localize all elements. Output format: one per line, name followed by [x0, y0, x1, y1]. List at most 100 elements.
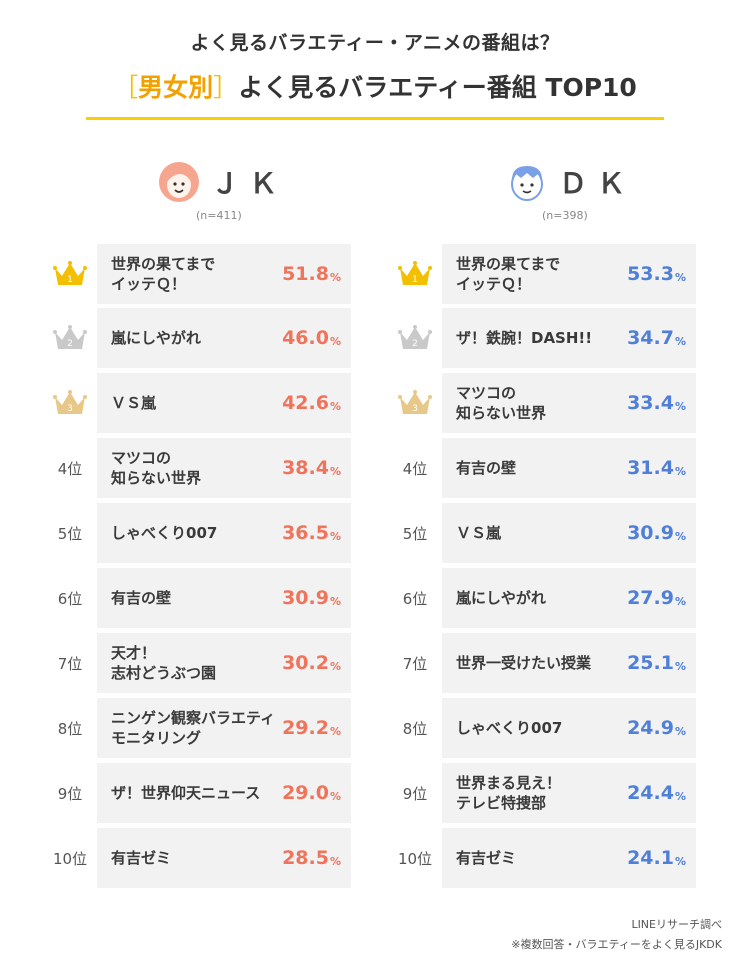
svg-text:1: 1 — [67, 275, 73, 285]
percent-unit: % — [329, 270, 341, 284]
jk-ranking-row: 世界の果てまで イッテＱ！ 51.8% — [97, 244, 351, 304]
percent-number: 29.0 — [282, 782, 329, 804]
percent-value: 24.1% — [627, 828, 686, 888]
percent-number: 30.9 — [627, 522, 674, 544]
jk-rank-3-crown-icon: 3 — [53, 389, 87, 417]
percent-value: 30.2% — [282, 633, 341, 693]
percent-unit: % — [674, 334, 686, 348]
dk-ranking-row: ＶＳ嵐 30.9% — [442, 503, 696, 563]
program-name: 嵐にしやがれ — [456, 588, 546, 607]
percent-unit: % — [674, 724, 686, 738]
program-name: ザ！鉄腕！DASH!! — [456, 328, 593, 347]
dk-rank-label: 10位 — [397, 850, 433, 868]
program-name: 有吉の壁 — [111, 588, 172, 607]
percent-unit: % — [674, 594, 686, 608]
dk-ranking-row: 有吉ゼミ 24.1% — [442, 828, 696, 888]
jk-rank-label: 7位 — [57, 655, 83, 673]
percent-number: 34.7 — [627, 327, 674, 349]
dk-ranking-row: 世界の果てまで イッテＱ！ 53.3% — [442, 244, 696, 304]
jk-rank-label: 4位 — [57, 460, 83, 478]
jk-rank-label: 5位 — [57, 525, 83, 543]
percent-value: 53.3% — [627, 244, 686, 304]
program-name: しゃべくり007 — [456, 718, 563, 737]
percent-value: 33.4% — [627, 373, 686, 433]
program-name: 世界の果てまで イッテＱ！ — [111, 254, 216, 293]
title-highlight: 男女別 — [138, 73, 214, 102]
dk-ranking-row: 有吉の壁 31.4% — [442, 438, 696, 498]
percent-unit: % — [329, 399, 341, 413]
jk-rank-label: 10位 — [52, 850, 88, 868]
dk-rank-3-crown-icon: 3 — [398, 389, 432, 417]
dk-sample-size: (n=398) — [542, 209, 588, 222]
percent-value: 36.5% — [282, 503, 341, 563]
percent-number: 53.3 — [627, 263, 674, 285]
percent-unit: % — [329, 854, 341, 868]
percent-value: 31.4% — [627, 438, 686, 498]
percent-number: 24.1 — [627, 847, 674, 869]
percent-number: 36.5 — [282, 522, 329, 544]
program-name: 有吉ゼミ — [456, 848, 517, 867]
dk-ranking-row: しゃべくり007 24.9% — [442, 698, 696, 758]
percent-unit: % — [674, 529, 686, 543]
jk-label: ＪＫ — [211, 167, 288, 200]
chart-subtitle: よく見るバラエティー・アニメの番組は？ — [190, 32, 560, 54]
svg-text:2: 2 — [412, 339, 418, 349]
percent-unit: % — [674, 464, 686, 478]
percent-value: 27.9% — [627, 568, 686, 628]
svg-text:3: 3 — [67, 404, 73, 414]
percent-number: 33.4 — [627, 392, 674, 414]
percent-unit: % — [329, 789, 341, 803]
percent-value: 25.1% — [627, 633, 686, 693]
dk-rank-label: 8位 — [402, 720, 428, 738]
dk-rank-2-crown-icon: 2 — [398, 324, 432, 352]
percent-value: 46.0% — [282, 308, 341, 368]
jk-rank-label: 9位 — [57, 785, 83, 803]
percent-number: 38.4 — [282, 457, 329, 479]
title-rest: よく見るバラエティー番組 TOP10 — [238, 73, 637, 102]
percent-value: 34.7% — [627, 308, 686, 368]
program-name: マツコの 知らない世界 — [111, 448, 202, 487]
percent-unit: % — [329, 659, 341, 673]
percent-number: 24.9 — [627, 717, 674, 739]
percent-number: 24.4 — [627, 782, 674, 804]
svg-text:3: 3 — [412, 404, 418, 414]
program-name: 有吉ゼミ — [111, 848, 172, 867]
title-bracket-open: ［ — [113, 73, 139, 102]
percent-value: 29.2% — [282, 698, 341, 758]
percent-number: 27.9 — [627, 587, 674, 609]
program-name: 世界一受けたい授業 — [456, 653, 592, 672]
percent-number: 31.4 — [627, 457, 674, 479]
dk-header: ＤＫ — [505, 160, 635, 204]
percent-value: 51.8% — [282, 244, 341, 304]
percent-number: 46.0 — [282, 327, 329, 349]
program-name: ＶＳ嵐 — [456, 523, 502, 542]
percent-value: 24.9% — [627, 698, 686, 758]
percent-unit: % — [674, 270, 686, 284]
program-name: 天才！ 志村どうぶつ園 — [111, 643, 217, 682]
percent-value: 29.0% — [282, 763, 341, 823]
percent-number: 42.6 — [282, 392, 329, 414]
percent-unit: % — [674, 399, 686, 413]
percent-number: 51.8 — [282, 263, 329, 285]
program-name: 世界の果てまで イッテＱ！ — [456, 254, 561, 293]
percent-number: 30.9 — [282, 587, 329, 609]
percent-value: 30.9% — [282, 568, 341, 628]
dk-ranking-row: 嵐にしやがれ 27.9% — [442, 568, 696, 628]
program-name: ニンゲン観察バラエティ モニタリング — [111, 708, 276, 747]
jk-rank-label: 8位 — [57, 720, 83, 738]
program-name: ＶＳ嵐 — [111, 393, 157, 412]
dk-ranking-row: 世界まる見え！ テレビ特捜部 24.4% — [442, 763, 696, 823]
percent-number: 30.2 — [282, 652, 329, 674]
dk-label: ＤＫ — [559, 167, 636, 200]
percent-unit: % — [329, 334, 341, 348]
percent-unit: % — [329, 594, 341, 608]
jk-ranking-row: ＶＳ嵐 42.6% — [97, 373, 351, 433]
jk-ranking-row: ニンゲン観察バラエティ モニタリング 29.2% — [97, 698, 351, 758]
dk-ranking-row: ザ！鉄腕！DASH!! 34.7% — [442, 308, 696, 368]
jk-rank-label: 6位 — [57, 590, 83, 608]
svg-text:2: 2 — [67, 339, 73, 349]
jk-ranking-row: 嵐にしやがれ 46.0% — [97, 308, 351, 368]
dk-rank-label: 6位 — [402, 590, 428, 608]
program-name: しゃべくり007 — [111, 523, 218, 542]
dk-rank-label: 4位 — [402, 460, 428, 478]
